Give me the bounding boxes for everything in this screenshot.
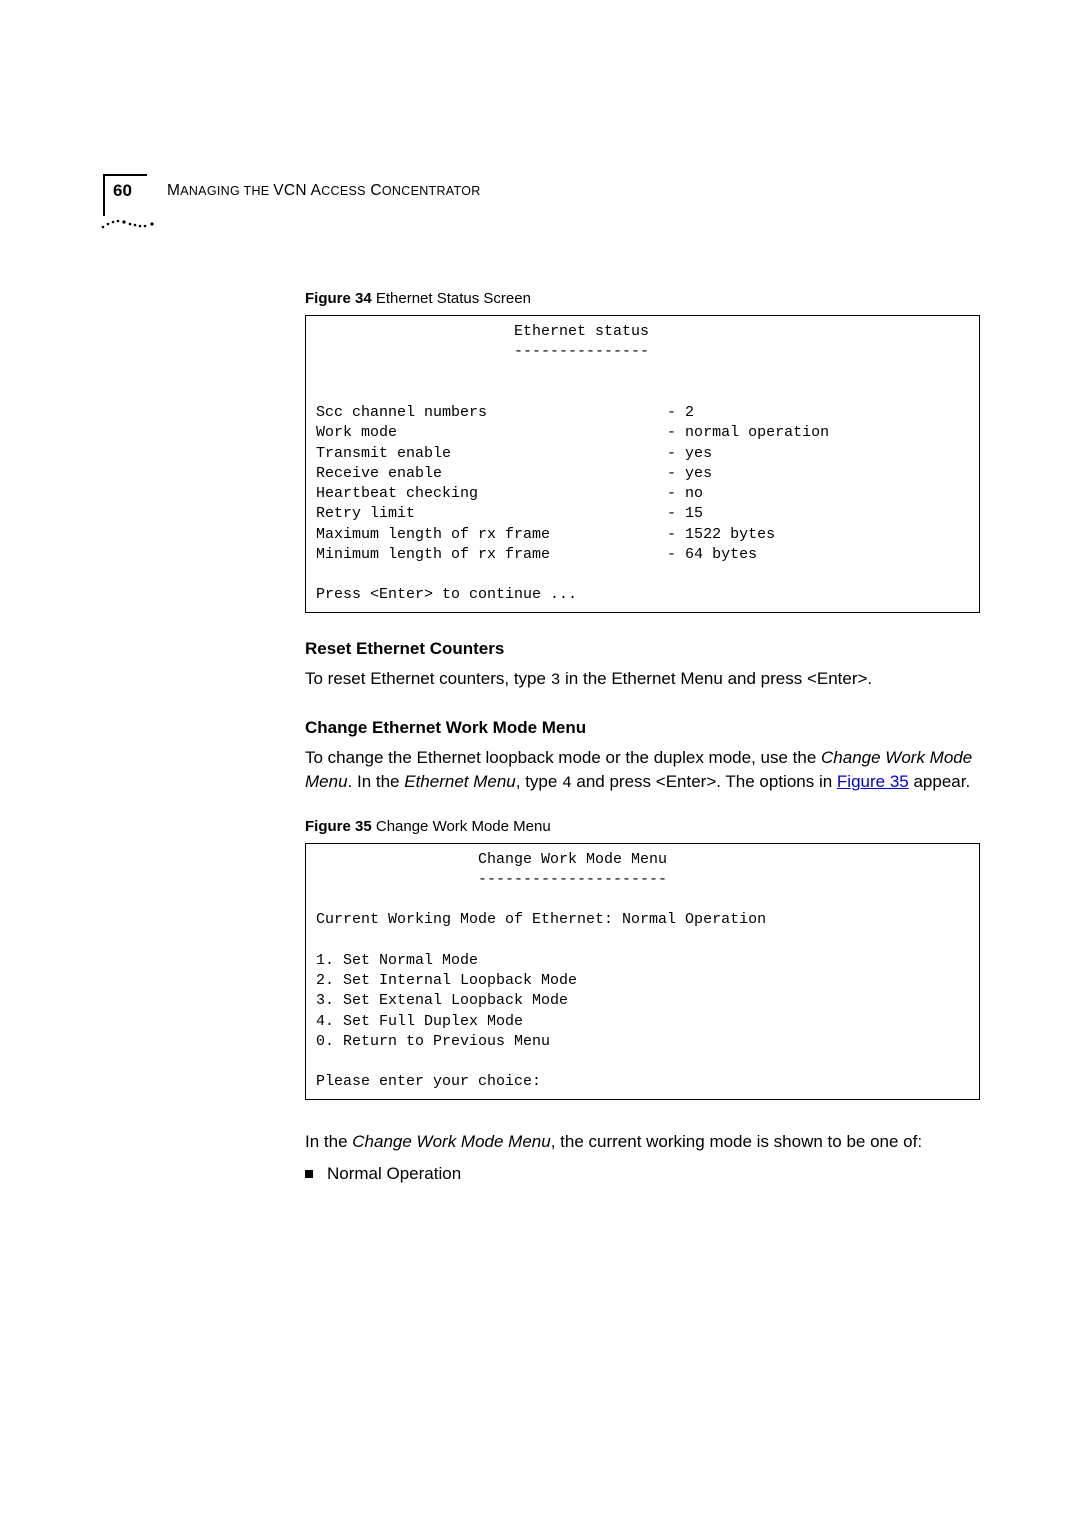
caption-text: Change Work Mode Menu <box>372 818 551 835</box>
reset-heading: Reset Ethernet Counters <box>305 639 980 659</box>
text-seg: In the <box>305 1132 352 1151</box>
figure-35-caption: Figure 35 Change Work Mode Menu <box>305 818 980 835</box>
header-horizontal-rule <box>103 174 147 176</box>
rh-seg: C <box>366 182 382 199</box>
text-seg: appear. <box>909 772 970 791</box>
rh-seg: M <box>167 182 180 199</box>
page: 60 MANAGING THE VCN ACCESS CONCENTRATOR … <box>0 0 1080 1528</box>
page-number: 60 <box>113 181 132 201</box>
figure-34-caption: Figure 34 Ethernet Status Screen <box>305 290 980 307</box>
change-heading: Change Ethernet Work Mode Menu <box>305 718 980 738</box>
rh-seg: ANAGING <box>180 184 240 198</box>
text-seg: and press <Enter>. The options in <box>572 772 837 791</box>
bullet-text: Normal Operation <box>327 1164 461 1184</box>
inline-code: 4 <box>562 774 572 792</box>
figure-34-code: Ethernet status --------------- Scc chan… <box>305 315 980 613</box>
caption-text: Ethernet Status Screen <box>372 290 531 307</box>
header-vertical-rule <box>103 174 105 216</box>
rh-seg: ONCENTRATOR <box>382 184 481 198</box>
change-paragraph: To change the Ethernet loopback mode or … <box>305 746 980 796</box>
text-seg: To change the Ethernet loopback mode or … <box>305 748 821 767</box>
figure-35-code: Change Work Mode Menu ------------------… <box>305 843 980 1100</box>
rh-seg: VCN A <box>273 182 321 199</box>
bullet-item: Normal Operation <box>305 1164 980 1184</box>
text-seg: . In the <box>348 772 405 791</box>
content-area: Figure 34 Ethernet Status Screen Etherne… <box>305 290 980 1184</box>
trailer-paragraph: In the Change Work Mode Menu, the curren… <box>305 1130 980 1155</box>
rh-seg: THE <box>240 184 273 198</box>
figure-35-link[interactable]: Figure 35 <box>837 772 909 791</box>
text-seg: , type <box>516 772 562 791</box>
text-seg: To reset Ethernet counters, type <box>305 669 551 688</box>
caption-bold: Figure 34 <box>305 290 372 307</box>
text-seg: , the current working mode is shown to b… <box>551 1132 922 1151</box>
bullet-square-icon <box>305 1170 313 1178</box>
running-head: MANAGING THE VCN ACCESS CONCENTRATOR <box>167 182 481 200</box>
inline-code: 3 <box>551 671 561 689</box>
reset-paragraph: To reset Ethernet counters, type 3 in th… <box>305 667 980 692</box>
text-italic: Change Work Mode Menu <box>352 1132 550 1151</box>
text-seg: in the Ethernet Menu and press <Enter>. <box>560 669 872 688</box>
rh-seg: CCESS <box>321 184 366 198</box>
caption-bold: Figure 35 <box>305 818 372 835</box>
dots-icon <box>100 216 156 230</box>
text-italic: Ethernet Menu <box>404 772 516 791</box>
